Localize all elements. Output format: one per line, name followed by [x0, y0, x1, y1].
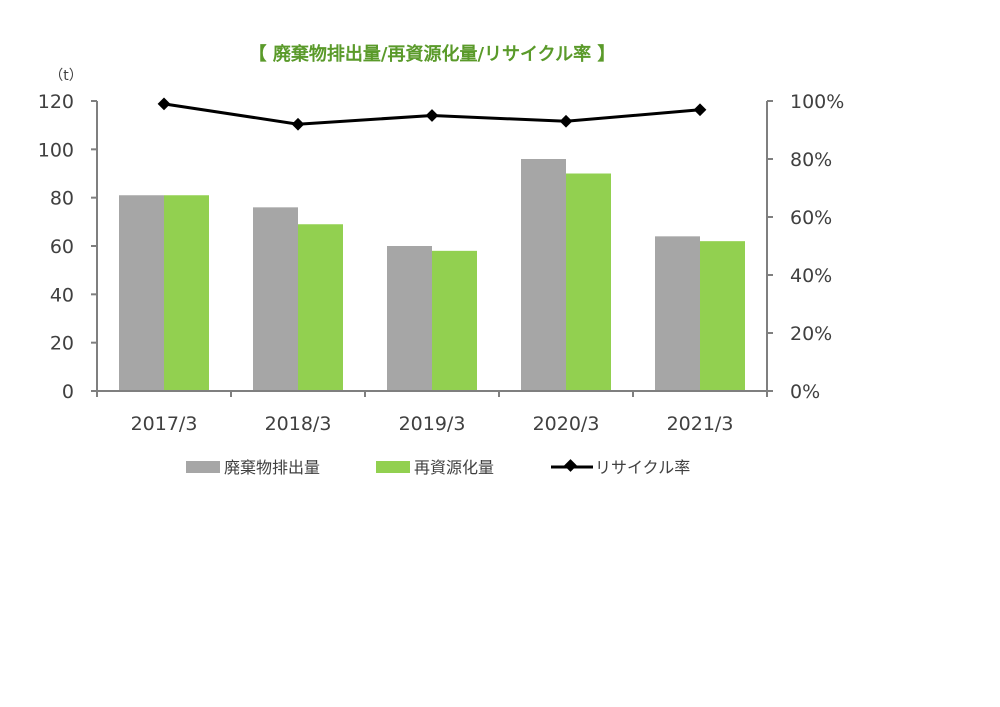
y-left-tick-label-4: 80: [50, 188, 74, 210]
legend-label-waste: 廃棄物排出量: [224, 458, 320, 477]
legend-marker-rate: [564, 459, 577, 472]
legend-swatch-recycled: [376, 461, 410, 473]
legend-label-rate: リサイクル率: [595, 458, 690, 477]
legend-label-recycled: 再資源化量: [414, 458, 494, 477]
y-right-tick-label-5: 100%: [790, 91, 844, 113]
x-category-label-4: 2021/3: [667, 413, 734, 435]
point-rate-1: [291, 117, 305, 131]
y-left-tick-label-1: 20: [50, 333, 74, 355]
bar-waste-3: [521, 159, 566, 391]
y-left-tick-label-6: 120: [38, 91, 74, 113]
x-category-label-3: 2020/3: [533, 413, 600, 435]
bar-recycled-2: [432, 250, 477, 391]
bar-recycled-0: [164, 195, 209, 391]
y-right-tick-label-2: 40%: [790, 265, 832, 287]
point-rate-3: [559, 114, 573, 128]
x-category-label-1: 2018/3: [265, 413, 332, 435]
legend: 廃棄物排出量 再資源化量 リサイクル率: [186, 458, 690, 477]
bar-waste-2: [387, 246, 432, 391]
x-category-label-0: 2017/3: [131, 413, 198, 435]
chart-title: 【 廃棄物排出量/再資源化量/リサイクル率 】: [249, 43, 616, 65]
y-left-tick-label-5: 100: [38, 139, 74, 161]
y-left-tick-label-2: 40: [50, 284, 74, 306]
y-right-tick-label-0: 0%: [790, 381, 820, 403]
y-right-tick-label-3: 60%: [790, 207, 832, 229]
y-unit-label: （t）: [49, 68, 83, 84]
bar-waste-1: [253, 207, 298, 391]
y-right-tick-label-1: 20%: [790, 323, 832, 345]
bar-waste-4: [655, 236, 700, 391]
bar-recycled-3: [566, 173, 611, 391]
bar-waste-0: [119, 195, 164, 391]
x-category-label-2: 2019/3: [399, 413, 466, 435]
y-right-tick-label-4: 80%: [790, 149, 832, 171]
bar-recycled-1: [298, 224, 343, 391]
legend-swatch-waste: [186, 461, 220, 473]
plot-area: 0 20 40 60 80 100 120 0% 20% 40% 60% 80% 100% 2017/3 2…: [38, 91, 845, 435]
bar-recycled-4: [700, 241, 745, 391]
y-left-tick-label-0: 0: [62, 381, 74, 403]
point-rate-4: [693, 103, 707, 117]
point-rate-2: [425, 109, 439, 122]
point-rate-0: [157, 97, 171, 111]
y-left-tick-label-3: 60: [50, 236, 74, 258]
